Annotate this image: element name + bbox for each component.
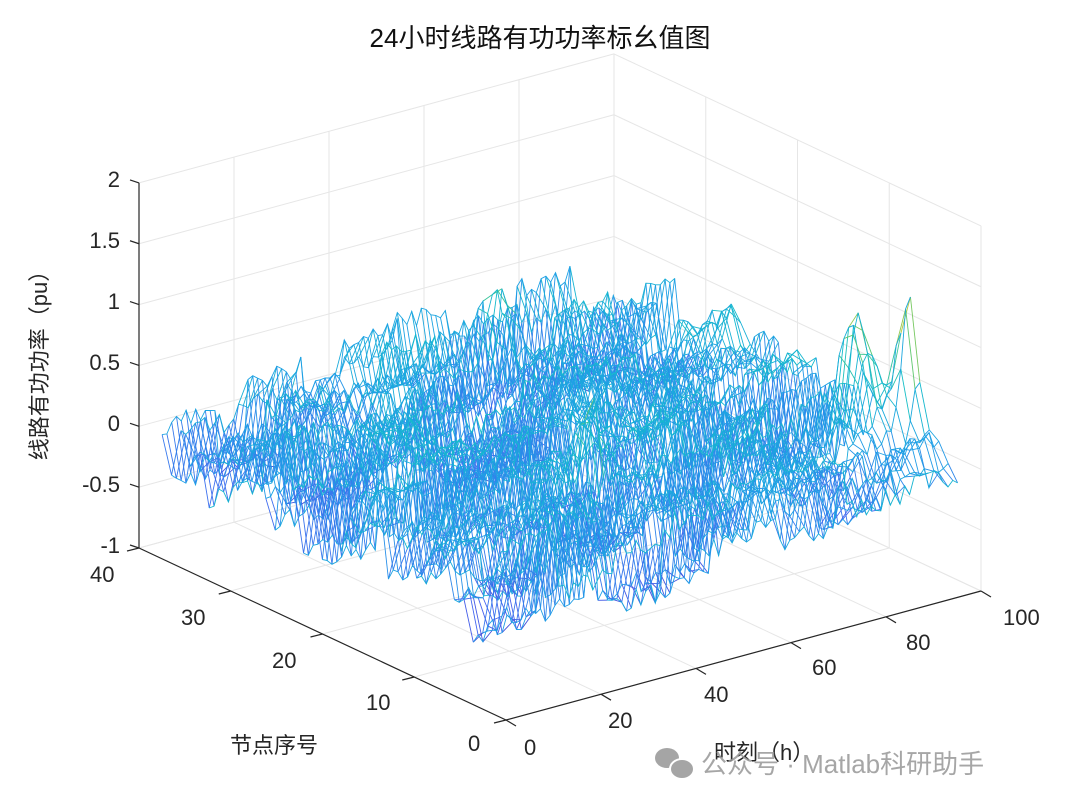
z-tick-label: 1 — [107, 289, 120, 314]
z-tick-label: 2 — [107, 167, 120, 192]
z-tick-label: 0.5 — [89, 350, 120, 375]
time-tick-label: 20 — [608, 708, 633, 733]
watermark-text: 公众号 · Matlab科研助手 — [701, 749, 985, 779]
node-tick-label: 20 — [272, 648, 297, 673]
time-tick-label: 40 — [704, 682, 729, 707]
z-tick-label: -0.5 — [82, 472, 120, 497]
node-tick-label: 0 — [468, 731, 481, 756]
watermark: 公众号 · Matlab科研助手 — [655, 744, 984, 781]
z-axis-label: 线路有功功率（pu） — [27, 259, 52, 461]
node-tick-label: 10 — [366, 690, 391, 715]
z-tick-label: -1 — [100, 533, 120, 558]
node-tick-label: 40 — [90, 562, 115, 587]
surface-mesh — [161, 265, 958, 643]
chart-title: 24小时线路有功功率标幺值图 — [369, 23, 711, 53]
node-tick-label: 30 — [181, 605, 206, 630]
node-axis-label: 节点序号 — [230, 733, 319, 758]
z-tick-label: 1.5 — [89, 228, 120, 253]
time-tick-label: 0 — [524, 735, 537, 760]
time-tick-label: 60 — [812, 655, 837, 680]
z-tick-label: 0 — [107, 411, 120, 436]
time-axis-label: 时刻（h） — [714, 740, 815, 765]
time-tick-label: 80 — [906, 630, 931, 655]
time-tick-label: 100 — [1003, 605, 1040, 630]
wechat-icon — [655, 747, 695, 780]
